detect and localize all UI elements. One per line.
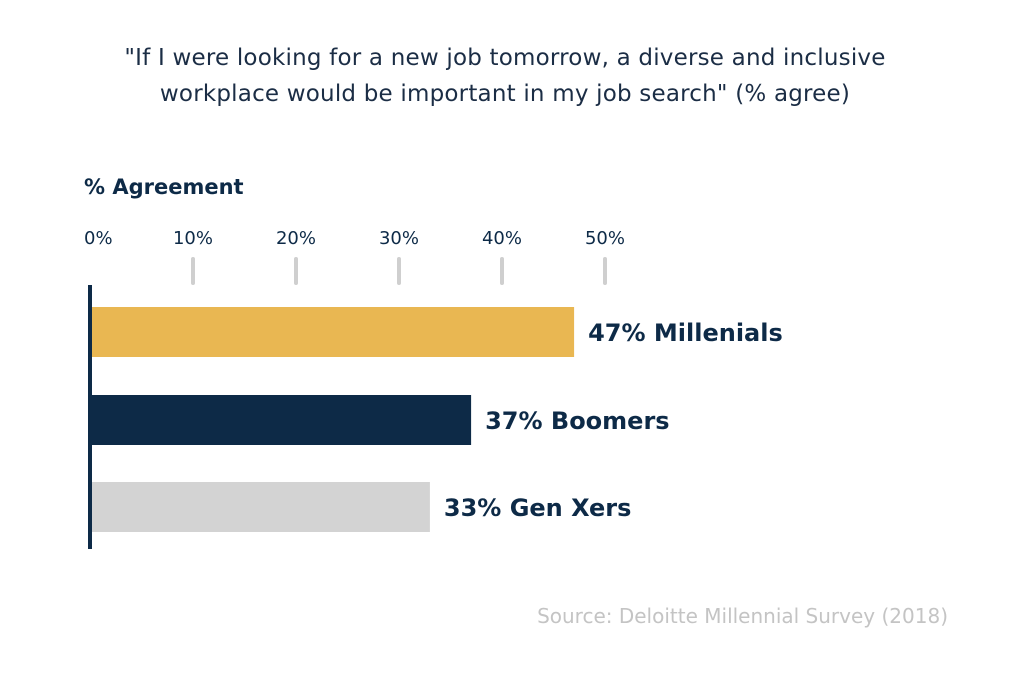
tick-group: 0% 10% 20% 30% 40% 50% (84, 228, 625, 285)
chart-title: "If I were looking for a new job tomorro… (0, 40, 1010, 112)
bar-label: 37% Boomers (485, 407, 669, 435)
tick-label: 40% (482, 228, 522, 249)
tick-label: 0% (84, 228, 113, 249)
chart-title-line-2: workplace would be important in my job s… (159, 81, 851, 107)
bar-label: 47% Millenials (588, 319, 783, 347)
tick-label: 50% (585, 228, 625, 249)
bar (90, 395, 472, 445)
bar-group: 47% Millenials 37% Boomers 33% Gen Xers (90, 307, 783, 532)
bar (90, 482, 430, 532)
tick-label: 20% (276, 228, 316, 249)
source-note: Source: Deloitte Millennial Survey (2018… (537, 604, 948, 628)
bar (90, 307, 575, 357)
tick-label: 10% (173, 228, 213, 249)
axis-title: % Agreement (84, 175, 244, 199)
bar-label: 33% Gen Xers (444, 494, 631, 522)
chart-title-line-1: "If I were looking for a new job tomorro… (124, 45, 886, 71)
tick-label: 30% (379, 228, 419, 249)
